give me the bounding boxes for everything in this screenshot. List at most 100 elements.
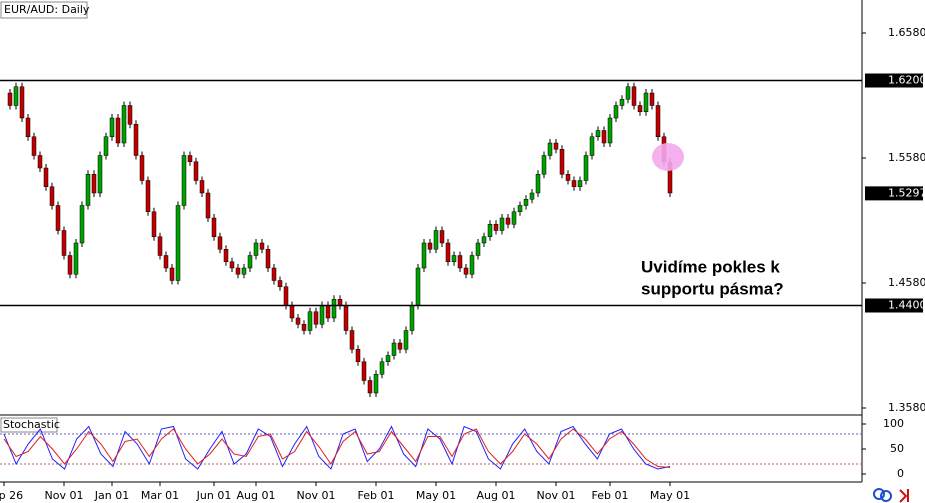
x-tick-label: Sep 26 [0,489,23,502]
candle-body [241,267,247,275]
link-icon[interactable] [873,488,885,500]
shift-icon[interactable] [899,489,909,503]
candle-body [19,86,25,119]
candle-body [547,142,553,156]
candle-body [589,136,595,156]
stoch-title-box [0,417,58,433]
candle-body [205,192,211,219]
candle-body [187,155,193,162]
candle-body [223,249,229,262]
candle-body [37,155,43,169]
candle-body [181,155,187,206]
candle-body [607,117,613,144]
level-label: 1.6200 [888,74,925,87]
y-tick-label: 50 [890,442,904,455]
candle-body [457,255,463,269]
candle-body [373,374,379,394]
candle-body [253,242,259,256]
x-tick-label: Nov 01 [297,489,336,502]
y-tick-label: 0 [897,467,904,480]
last-price-tag [865,186,923,201]
candle-body [655,105,661,137]
candle-body [619,99,625,106]
candle-body [469,255,475,275]
candle-body [151,211,157,237]
stoch-line [3,428,671,468]
candle-body [361,361,367,381]
candle-body [349,330,355,350]
annotation: Uvidíme pokles k [641,257,780,276]
candle-body [463,267,469,275]
candle-body [73,242,79,275]
candle-body [481,236,487,244]
candle-body [493,224,499,231]
candle-body [523,199,529,206]
candle-body [355,349,361,362]
candle-body [325,305,331,319]
level-tag [865,298,923,313]
candle-body [337,299,343,306]
last-price-label: 1.5297 [888,186,925,199]
candle-body [505,217,511,225]
candle-body [613,105,619,119]
y-tick-label: 1.3580 [888,401,925,414]
x-tick-label: Feb 01 [592,489,629,502]
candle-body [217,236,223,250]
candle-body [427,242,433,250]
candle-body [259,242,265,250]
candle-body [379,361,385,375]
candle-body [649,92,655,106]
candle-body [385,355,391,362]
candle-body [67,255,73,275]
candle-body [433,230,439,250]
candle-body [301,324,307,331]
x-tick-label: Jan 01 [94,489,129,502]
candle-body [145,180,151,212]
candle-body [343,305,349,331]
candle-body [169,267,175,281]
stoch-line [3,425,671,470]
y-tick-label: 1.5580 [888,151,925,164]
x-tick-label: May 01 [416,489,456,502]
level-label: 1.4400 [888,299,925,312]
candle-body [55,205,61,231]
candle-body [49,186,55,206]
x-tick-label: Feb 01 [358,489,395,502]
candle-body [577,180,583,187]
candle-body [559,149,565,175]
candle-body [601,130,607,144]
candle-body [445,242,451,262]
candle-body [271,267,277,281]
annotation: supportu pásma? [641,279,784,298]
candle-body [277,280,283,287]
candle-body [31,136,37,156]
candle-body [235,267,241,275]
candle-body [451,255,457,262]
candle-body [79,205,85,244]
x-tick-label: May 01 [650,489,690,502]
candle-body [307,311,313,331]
candle-body [487,224,493,237]
y-tick-label: 1.4580 [888,276,925,289]
candle-body [163,255,169,269]
candle-body [403,330,409,350]
candle-body [643,92,649,112]
candle-body [247,255,253,269]
candle-body [313,311,319,325]
candle-body [415,267,421,306]
candle-body [85,174,91,206]
candle-body [211,217,217,237]
candle-body [571,180,577,187]
candle-body [637,105,643,112]
candle-body [439,230,445,244]
candle-body [409,305,415,331]
candle-body [391,342,397,356]
candle-body [283,286,289,306]
y-tick-label: 1.6580 [888,26,925,39]
x-tick-label: Jun 01 [196,489,232,502]
link-icon-2 [880,490,892,502]
candle-body [565,174,571,181]
